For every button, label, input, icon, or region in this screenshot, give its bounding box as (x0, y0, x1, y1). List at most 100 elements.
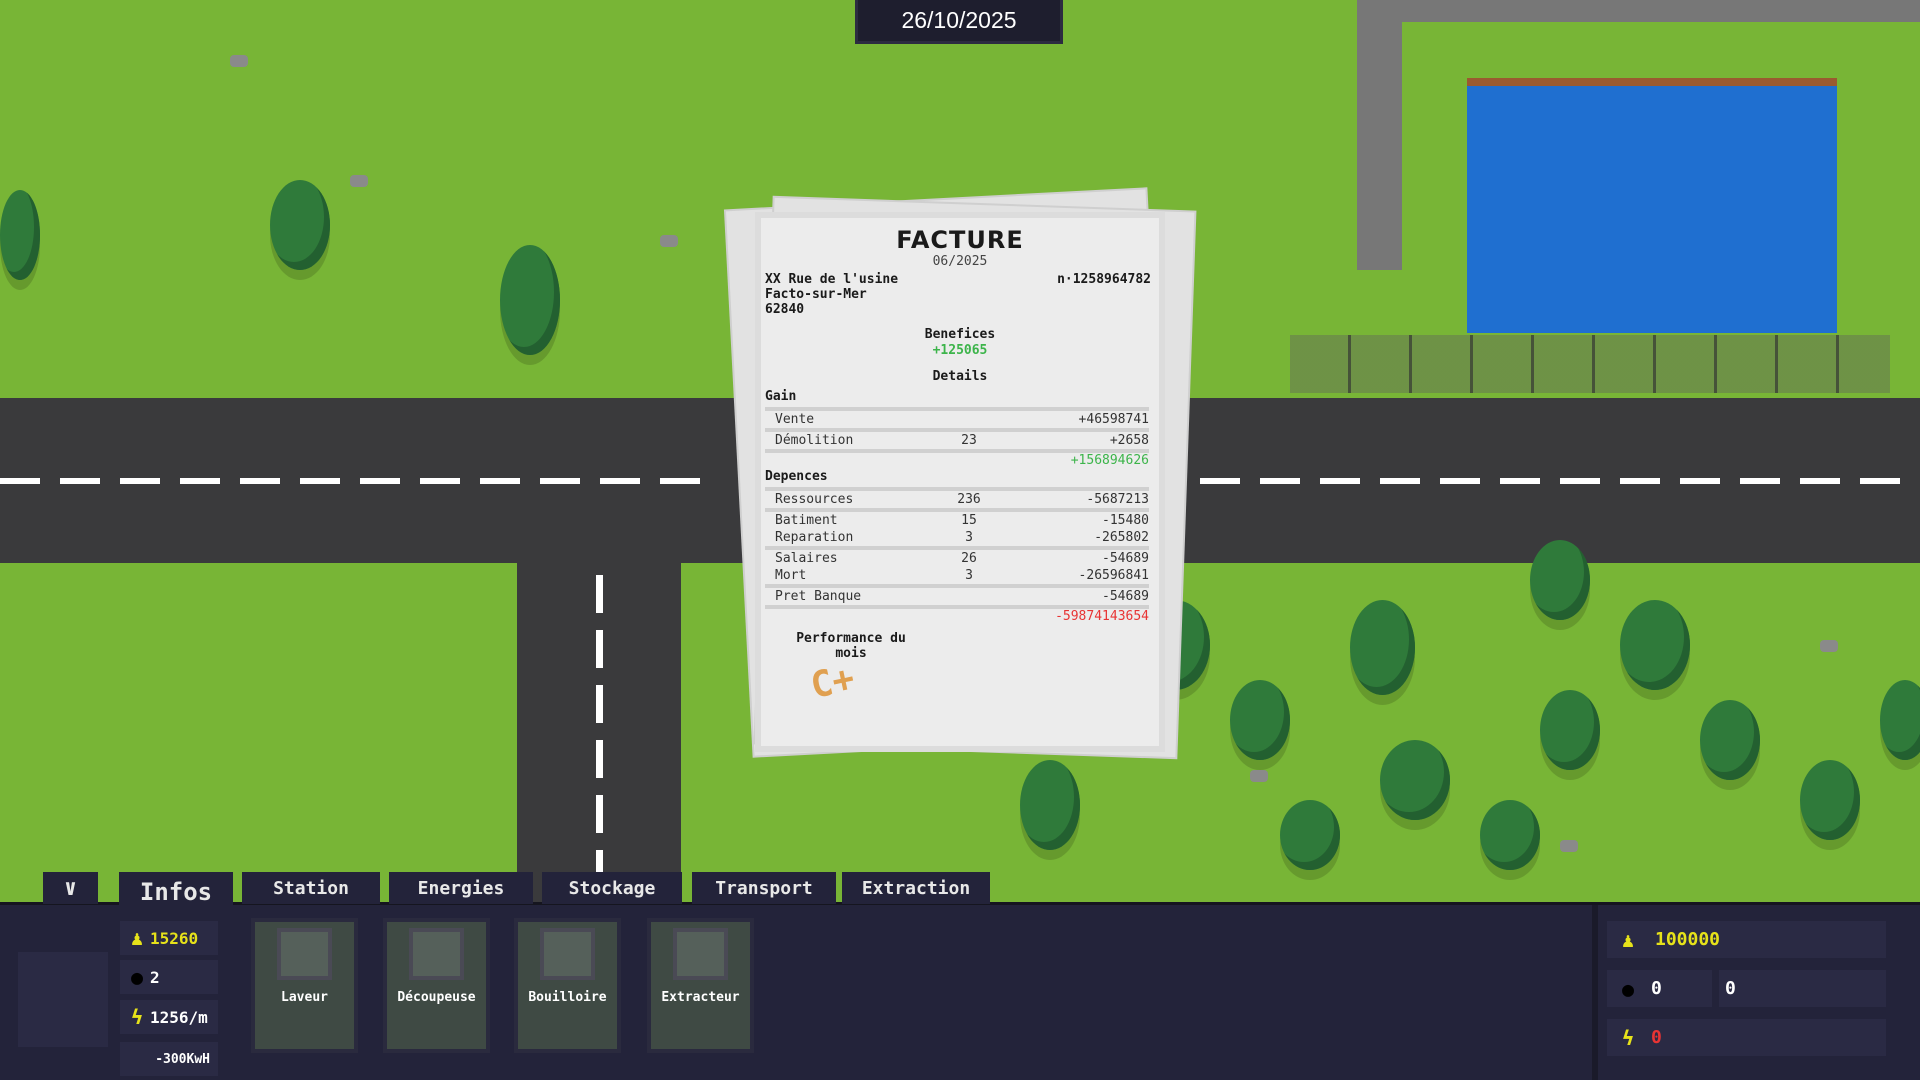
tree (1480, 800, 1540, 870)
gain-label: Gain (765, 389, 797, 404)
road-marking (120, 478, 160, 484)
road-marking (1680, 478, 1720, 484)
details-label: Details (932, 369, 988, 384)
row-separator (765, 605, 1149, 609)
pond (1467, 78, 1837, 333)
invoice: FACTURE 06/2025 XX Rue de l'usine Facto-… (755, 212, 1165, 752)
summary-energy-value: 0 (1651, 1027, 1662, 1048)
date-display: 26/10/2025 (855, 0, 1063, 44)
invoice-cell-qty: 26 (961, 551, 977, 566)
lightning-icon: ϟ (130, 1005, 144, 1029)
row-separator (765, 546, 1149, 550)
road-marking (660, 478, 700, 484)
invoice-period: 06/2025 (932, 254, 988, 269)
road-marking (1800, 478, 1840, 484)
performance-grade: C+ (807, 657, 859, 708)
invoice-cell-value: -5687213 (1086, 492, 1149, 507)
row-separator (765, 508, 1149, 512)
tab-stockage[interactable]: Stockage (542, 872, 682, 904)
tab-transport[interactable]: Transport (692, 872, 836, 904)
tree (1230, 680, 1290, 760)
rock (1250, 770, 1268, 782)
tree (1530, 540, 1590, 620)
building-card-laveur[interactable]: Laveur (251, 918, 358, 1053)
road-marking (600, 478, 640, 484)
road-marking (1620, 478, 1660, 484)
row-separator (765, 449, 1149, 453)
row-separator (765, 584, 1149, 588)
invoice-row: Reparation 3 -265802 (765, 529, 1149, 546)
tab-station[interactable]: Station (242, 872, 380, 904)
road-marking (0, 478, 40, 484)
rock (660, 235, 678, 247)
road-marking (596, 685, 603, 723)
bouilloire-icon (540, 928, 595, 980)
road-marking (1320, 478, 1360, 484)
invoice-row: Ressources 236 -5687213 (765, 491, 1149, 508)
address-line: XX Rue de l'usine (765, 272, 899, 287)
invoice-cell-label: Démolition (775, 433, 854, 448)
building-card-extracteur[interactable]: Extracteur (647, 918, 754, 1053)
tree (1350, 600, 1415, 695)
invoice-address: XX Rue de l'usine Facto-sur-Mer 62840 (765, 272, 898, 317)
road-marking (1860, 478, 1900, 484)
path-gray-top (1357, 0, 1920, 22)
summary-workers: ● 0 (1607, 970, 1712, 1007)
building-label: Découpeuse (397, 990, 476, 1005)
extracteur-icon (673, 928, 728, 980)
road-marking (1740, 478, 1780, 484)
invoice-cell-label: Vente (775, 412, 815, 427)
energy-rate-value: 1256/m (150, 1007, 208, 1027)
path-gray (1357, 0, 1402, 270)
invoice-row: Salaires 26 -54689 (765, 550, 1149, 567)
invoice-cell-value: -26596841 (1078, 568, 1149, 583)
road-marking (60, 478, 100, 484)
address-line: 62840 (765, 302, 805, 317)
preview-box (18, 952, 108, 1047)
stat-consumption: -300KwH (120, 1042, 218, 1076)
money-bag-icon: ♟ (130, 926, 144, 950)
stat-workers: ● 2 (120, 960, 218, 994)
invoice-cell-value: +46598741 (1078, 412, 1149, 427)
invoice-cell-qty (939, 412, 999, 428)
road-marking (240, 478, 280, 484)
invoice-title: FACTURE (896, 226, 1024, 254)
tree (1280, 800, 1340, 870)
tab-energies[interactable]: Energies (389, 872, 533, 904)
building-card-bouilloire[interactable]: Bouilloire (514, 918, 621, 1053)
invoice-cell-qty: 3 (965, 568, 973, 583)
building-label: Extracteur (661, 990, 740, 1005)
road-marking (1440, 478, 1480, 484)
tab-infos[interactable]: Infos (119, 872, 233, 912)
invoice-row: Mort 3 -26596841 (765, 567, 1149, 584)
invoice-number: n·1258964782 (1057, 272, 1151, 287)
invoice-row: Batiment 15 -15480 (765, 512, 1149, 529)
benefices-label: Benefices (924, 327, 996, 342)
workers-value: 2 (150, 967, 160, 987)
tree (1380, 740, 1450, 820)
invoice-cell-value: -54689 (1102, 589, 1149, 604)
summary-money-value: 100000 (1655, 929, 1721, 950)
rock (1560, 840, 1578, 852)
chevron-down-icon: ∨ (63, 875, 78, 901)
stat-money: ♟ 15260 (120, 921, 218, 955)
money-value: 15260 (150, 928, 199, 948)
lightning-icon: ϟ (1621, 1025, 1635, 1050)
tree (1800, 760, 1860, 840)
laveur-icon (277, 928, 332, 980)
summary-money: ♟ 100000 (1607, 921, 1886, 958)
worker-icon: ● (1621, 976, 1635, 1001)
road-marking (596, 575, 603, 613)
row-separator (765, 428, 1149, 432)
road-marking (596, 850, 603, 888)
benefices-value: +125065 (932, 343, 988, 358)
collapse-button[interactable]: ∨ (43, 872, 98, 904)
building-card-decoupeuse[interactable]: Découpeuse (383, 918, 490, 1053)
invoice-cell-label: Mort (775, 568, 807, 583)
road-marking (1500, 478, 1540, 484)
rock (350, 175, 368, 187)
invoice-cell-value: +2658 (1109, 433, 1149, 448)
tab-extraction[interactable]: Extraction (842, 872, 990, 904)
road-marking (360, 478, 400, 484)
road-marking (1560, 478, 1600, 484)
